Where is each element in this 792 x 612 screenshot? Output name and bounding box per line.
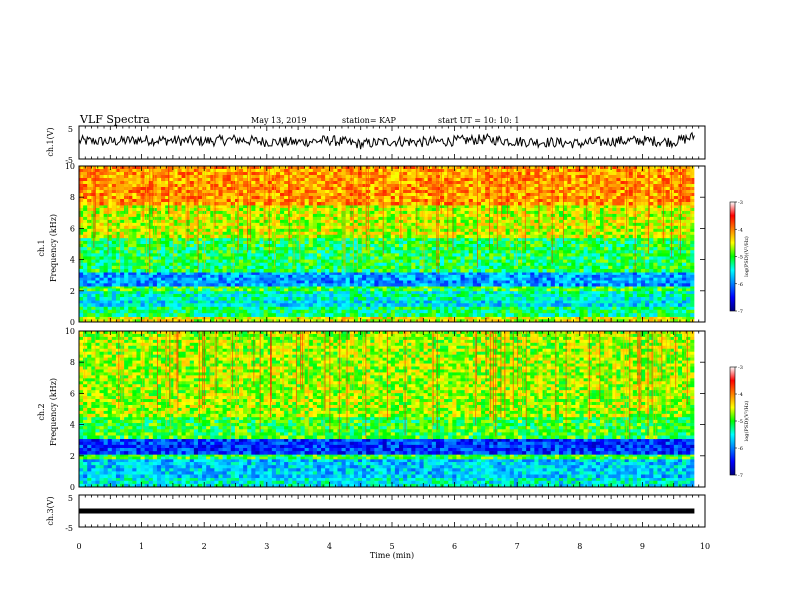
y-tick-label: 5 — [68, 125, 73, 134]
colorbar-tick-label: -7 — [738, 473, 743, 479]
ch1-spectrogram-panel: ch.1 Frequency (kHz) 0 2 4 6 8 10 — [37, 162, 706, 327]
y-tick-label: 8 — [70, 358, 75, 367]
x-tick-label: 10 — [700, 542, 710, 551]
ch2-spectrogram-panel: ch.2 Frequency (kHz) 0 2 4 6 8 10 — [37, 327, 706, 492]
colorbar-gradient — [729, 201, 736, 312]
y-tick-label: 8 — [70, 193, 75, 202]
y-tick-label: 10 — [65, 162, 75, 171]
y-tick-label: -5 — [65, 524, 73, 533]
y-tick-label: 5 — [68, 494, 73, 503]
spectrogram-cells — [79, 166, 695, 323]
ch1-ylabel: ch.1(V) — [46, 127, 55, 156]
colorbar-tick-label: -3 — [738, 200, 743, 206]
y-tick-label: 10 — [65, 327, 75, 336]
date-label: May 13, 2019 — [251, 116, 307, 125]
station-label: station= KAP — [342, 116, 397, 125]
ch1-waveform-panel: ch.1(V) 5 -5 — [46, 125, 706, 165]
waveform-trace — [78, 131, 695, 150]
x-tick-label: 8 — [577, 542, 582, 551]
ch1-colorbar: -3 -4 -5 -6 -7 log(PSD)(V²/Hz) — [729, 200, 750, 315]
ch2-colorbar: -3 -4 -5 -6 -7 log(PSD)(V²/Hz) — [729, 365, 750, 479]
colorbar-tick-label: -7 — [738, 309, 743, 315]
y-tick-labels: 0 2 4 6 8 10 — [65, 162, 75, 327]
start-time-label: start UT = 10: 10: 1 — [438, 116, 519, 125]
colorbar-label: log(PSD)(V²/Hz) — [743, 401, 750, 442]
colorbar-tick-label: -4 — [738, 227, 743, 233]
y-tick-label: 2 — [70, 287, 75, 296]
y-tick-labels: 0 2 4 6 8 10 — [65, 327, 75, 492]
y-tick-label: 4 — [70, 256, 75, 265]
x-axis-label: Time (min) — [370, 551, 414, 560]
spectrogram-cells — [79, 331, 695, 488]
y-tick-labels: 5 -5 — [65, 494, 73, 533]
ch2-ylabel-line2: Frequency (kHz) — [49, 378, 58, 446]
colorbar-gradient — [729, 366, 736, 476]
x-axis: Time (min) 0 1 2 3 4 5 6 7 8 9 10 — [76, 542, 710, 560]
y-tick-label: 0 — [70, 318, 75, 327]
y-tick-label: 2 — [70, 452, 75, 461]
colorbar-tick-label: -5 — [738, 255, 743, 261]
colorbar-tick-label: -3 — [738, 365, 743, 371]
ch1-series-line — [78, 131, 695, 150]
y-tick-label: 6 — [70, 224, 75, 233]
x-tick-label: 7 — [515, 542, 520, 551]
ch1-ylabel-line2: Frequency (kHz) — [49, 214, 58, 282]
ch3-waveform-panel: ch.3(V) 5 -5 — [46, 494, 706, 533]
ch2-ylabel-line1: ch.2 — [37, 403, 46, 420]
figure-title: VLF Spectra — [79, 113, 150, 126]
colorbar-tick-label: -6 — [738, 282, 743, 288]
y-tick-label: -5 — [65, 156, 73, 165]
x-tick-label: 9 — [640, 542, 645, 551]
y-tick-labels: 5 -5 — [65, 125, 73, 165]
y-tick-label: 6 — [70, 389, 75, 398]
y-tick-label: 0 — [70, 483, 75, 492]
x-tick-label: 5 — [389, 542, 394, 551]
x-tick-label: 1 — [139, 542, 144, 551]
colorbar-tick-label: -4 — [738, 392, 743, 398]
colorbar-tick-label: -6 — [738, 446, 743, 452]
x-tick-label: 4 — [327, 542, 332, 551]
x-tick-label: 3 — [264, 542, 269, 551]
x-tick-label: 0 — [76, 542, 81, 551]
x-tick-label: 2 — [202, 542, 207, 551]
ch1-ylabel-line1: ch.1 — [37, 239, 46, 256]
colorbar-label: log(PSD)(V²/Hz) — [743, 236, 750, 277]
x-tick-label: 6 — [452, 542, 457, 551]
colorbar-tick-label: -5 — [738, 419, 743, 425]
y-tick-label: 4 — [70, 421, 75, 430]
ch3-ylabel: ch.3(V) — [46, 496, 55, 525]
